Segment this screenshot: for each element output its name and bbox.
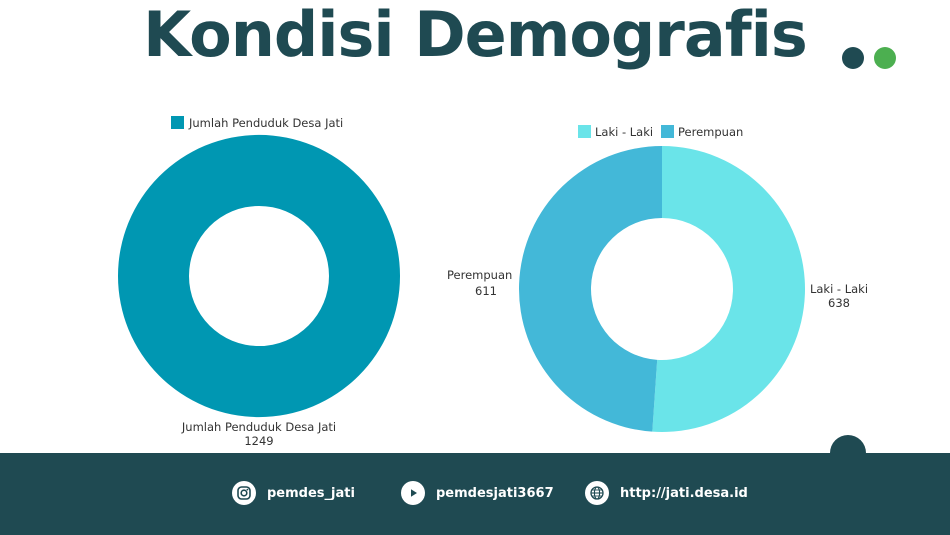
page-title: Kondisi Demografis <box>143 0 808 71</box>
total-population-donut-chart: Jumlah Penduduk Desa Jati Jumlah Pendudu… <box>117 116 401 448</box>
data-label-total-value: 1249 <box>244 434 273 448</box>
website-link[interactable]: http://jati.desa.id <box>585 481 748 505</box>
data-label-male-name: Laki - Laki <box>810 282 868 296</box>
legend-swatch-total <box>171 116 184 129</box>
data-label-male-value: 638 <box>828 296 850 310</box>
data-label-female-value: 611 <box>475 284 497 298</box>
donut-slices-gender <box>519 146 806 433</box>
instagram-link[interactable]: pemdes_jati <box>232 481 355 505</box>
legend-label-female: Perempuan <box>678 125 743 139</box>
youtube-handle: pemdesjati3667 <box>436 485 554 501</box>
website-url: http://jati.desa.id <box>620 485 748 501</box>
donut-slice-total <box>117 134 401 418</box>
footer-bar <box>0 453 950 535</box>
donut-slice-male <box>652 146 806 433</box>
donut-slice-female <box>519 146 662 432</box>
legend-swatch-female <box>661 125 674 138</box>
youtube-link[interactable]: pemdesjati3667 <box>401 481 554 505</box>
gender-donut-chart: Laki - Laki Perempuan Laki - Laki 638 Pe… <box>447 125 868 433</box>
decorative-dot-dark <box>842 47 864 69</box>
donut-slices-total <box>117 134 401 418</box>
globe-icon <box>585 481 609 505</box>
legend-swatch-male <box>578 125 591 138</box>
data-label-female-name: Perempuan <box>447 268 512 282</box>
instagram-icon <box>232 481 256 505</box>
decorative-dot-green <box>874 47 896 69</box>
legend-label-total: Jumlah Penduduk Desa Jati <box>188 116 343 130</box>
data-label-total-name: Jumlah Penduduk Desa Jati <box>181 420 336 434</box>
youtube-play-icon <box>401 481 425 505</box>
legend-label-male: Laki - Laki <box>595 125 653 139</box>
instagram-handle: pemdes_jati <box>267 485 355 501</box>
